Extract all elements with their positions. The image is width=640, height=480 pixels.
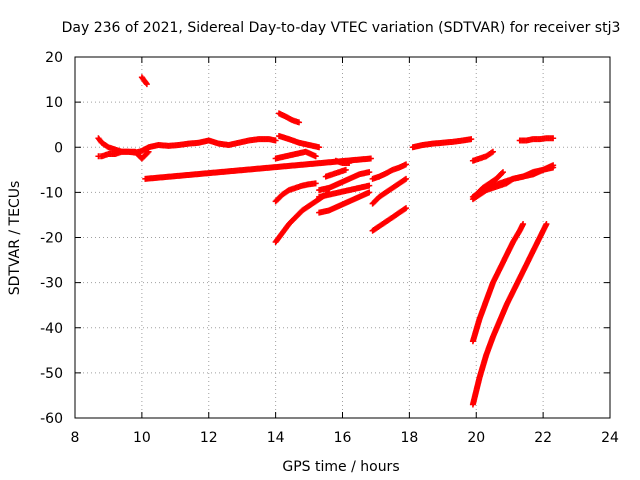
series-arc-14d (272, 180, 319, 205)
series-arc-20b (469, 220, 550, 408)
data-point (312, 180, 319, 187)
x-tick-label: 14 (267, 430, 285, 446)
data-point-fill (499, 170, 506, 177)
y-tick-label: -40 (40, 321, 63, 337)
data-point-fill (143, 79, 150, 86)
x-tick-label: 8 (71, 430, 80, 446)
series-arc-14b (275, 132, 323, 151)
y-tick-label: -30 (40, 276, 63, 292)
series-arc-16c (369, 161, 410, 182)
data-point (543, 220, 550, 227)
x-axis-ticks: 8 10 12 14 16 18 20 22 24 (71, 57, 619, 446)
series-arc-16a (369, 205, 410, 234)
series-band-a (95, 135, 279, 156)
series-arc-18 (409, 136, 475, 151)
data-point (145, 148, 152, 155)
data-point (520, 220, 527, 227)
series-prn-near-10h-high (138, 74, 150, 88)
x-tick-label: 20 (467, 430, 485, 446)
data-point (550, 164, 557, 171)
data-point-fill (144, 149, 151, 156)
data-point (403, 161, 410, 168)
series-isolated (142, 155, 374, 182)
x-tick-label: 10 (133, 430, 151, 446)
data-point (366, 182, 373, 189)
data-point (366, 169, 373, 176)
series-arc-15c (316, 169, 373, 194)
chart-title: Day 236 of 2021, Sidereal Day-to-day VTE… (62, 20, 621, 36)
series-arc-15e (332, 157, 353, 167)
series-arc-15d (322, 166, 349, 180)
series-arc-20f (469, 148, 496, 164)
data-point-fill (488, 149, 495, 156)
series-arc-14e (272, 189, 333, 246)
data-point (367, 155, 374, 162)
data-point (143, 81, 150, 88)
y-axis-ticks: -60 -50 -40 -30 -20 -10 0 10 20 (40, 50, 610, 427)
series-arc-15b (316, 182, 373, 200)
data-point (272, 137, 279, 144)
data-point (316, 144, 323, 151)
series-arc-20e (473, 169, 506, 198)
series-arc-14c (272, 148, 319, 162)
data-point-fill (401, 205, 408, 212)
data-point (366, 189, 373, 196)
data-point (468, 136, 475, 143)
y-tick-label: 0 (54, 140, 63, 156)
grid-lines (75, 57, 610, 418)
data-point (550, 135, 557, 142)
y-tick-label: -60 (40, 411, 63, 427)
data-point (296, 119, 303, 126)
series-arc-20d (469, 164, 557, 203)
series-arc-20a (469, 220, 527, 345)
y-tick-label: -20 (40, 231, 63, 247)
data-point (500, 169, 506, 176)
series-arc-21 (516, 135, 557, 144)
series-band-b (95, 148, 152, 162)
y-tick-label: 20 (45, 50, 63, 66)
data-point (403, 175, 410, 182)
series-arc-14a (275, 110, 303, 126)
y-tick-label: 10 (45, 95, 63, 111)
x-tick-label: 22 (534, 430, 552, 446)
data-point-fill (401, 176, 408, 183)
x-tick-label: 12 (200, 430, 218, 446)
data-point (342, 166, 349, 173)
data-point (346, 160, 353, 167)
data-point (312, 153, 319, 160)
x-tick-label: 24 (601, 430, 619, 446)
y-tick-label: -50 (40, 366, 63, 382)
y-tick-label: -10 (40, 185, 63, 201)
x-tick-label: 18 (400, 430, 418, 446)
data-point (403, 205, 410, 212)
series-arc-15a (316, 189, 373, 216)
y-axis-label: SDTVAR / TECUs (7, 181, 23, 296)
x-axis-label: GPS time / hours (282, 459, 399, 475)
data-point (489, 148, 496, 155)
series-arc-16b (369, 175, 410, 207)
data-points (95, 74, 557, 408)
x-tick-label: 16 (334, 430, 352, 446)
